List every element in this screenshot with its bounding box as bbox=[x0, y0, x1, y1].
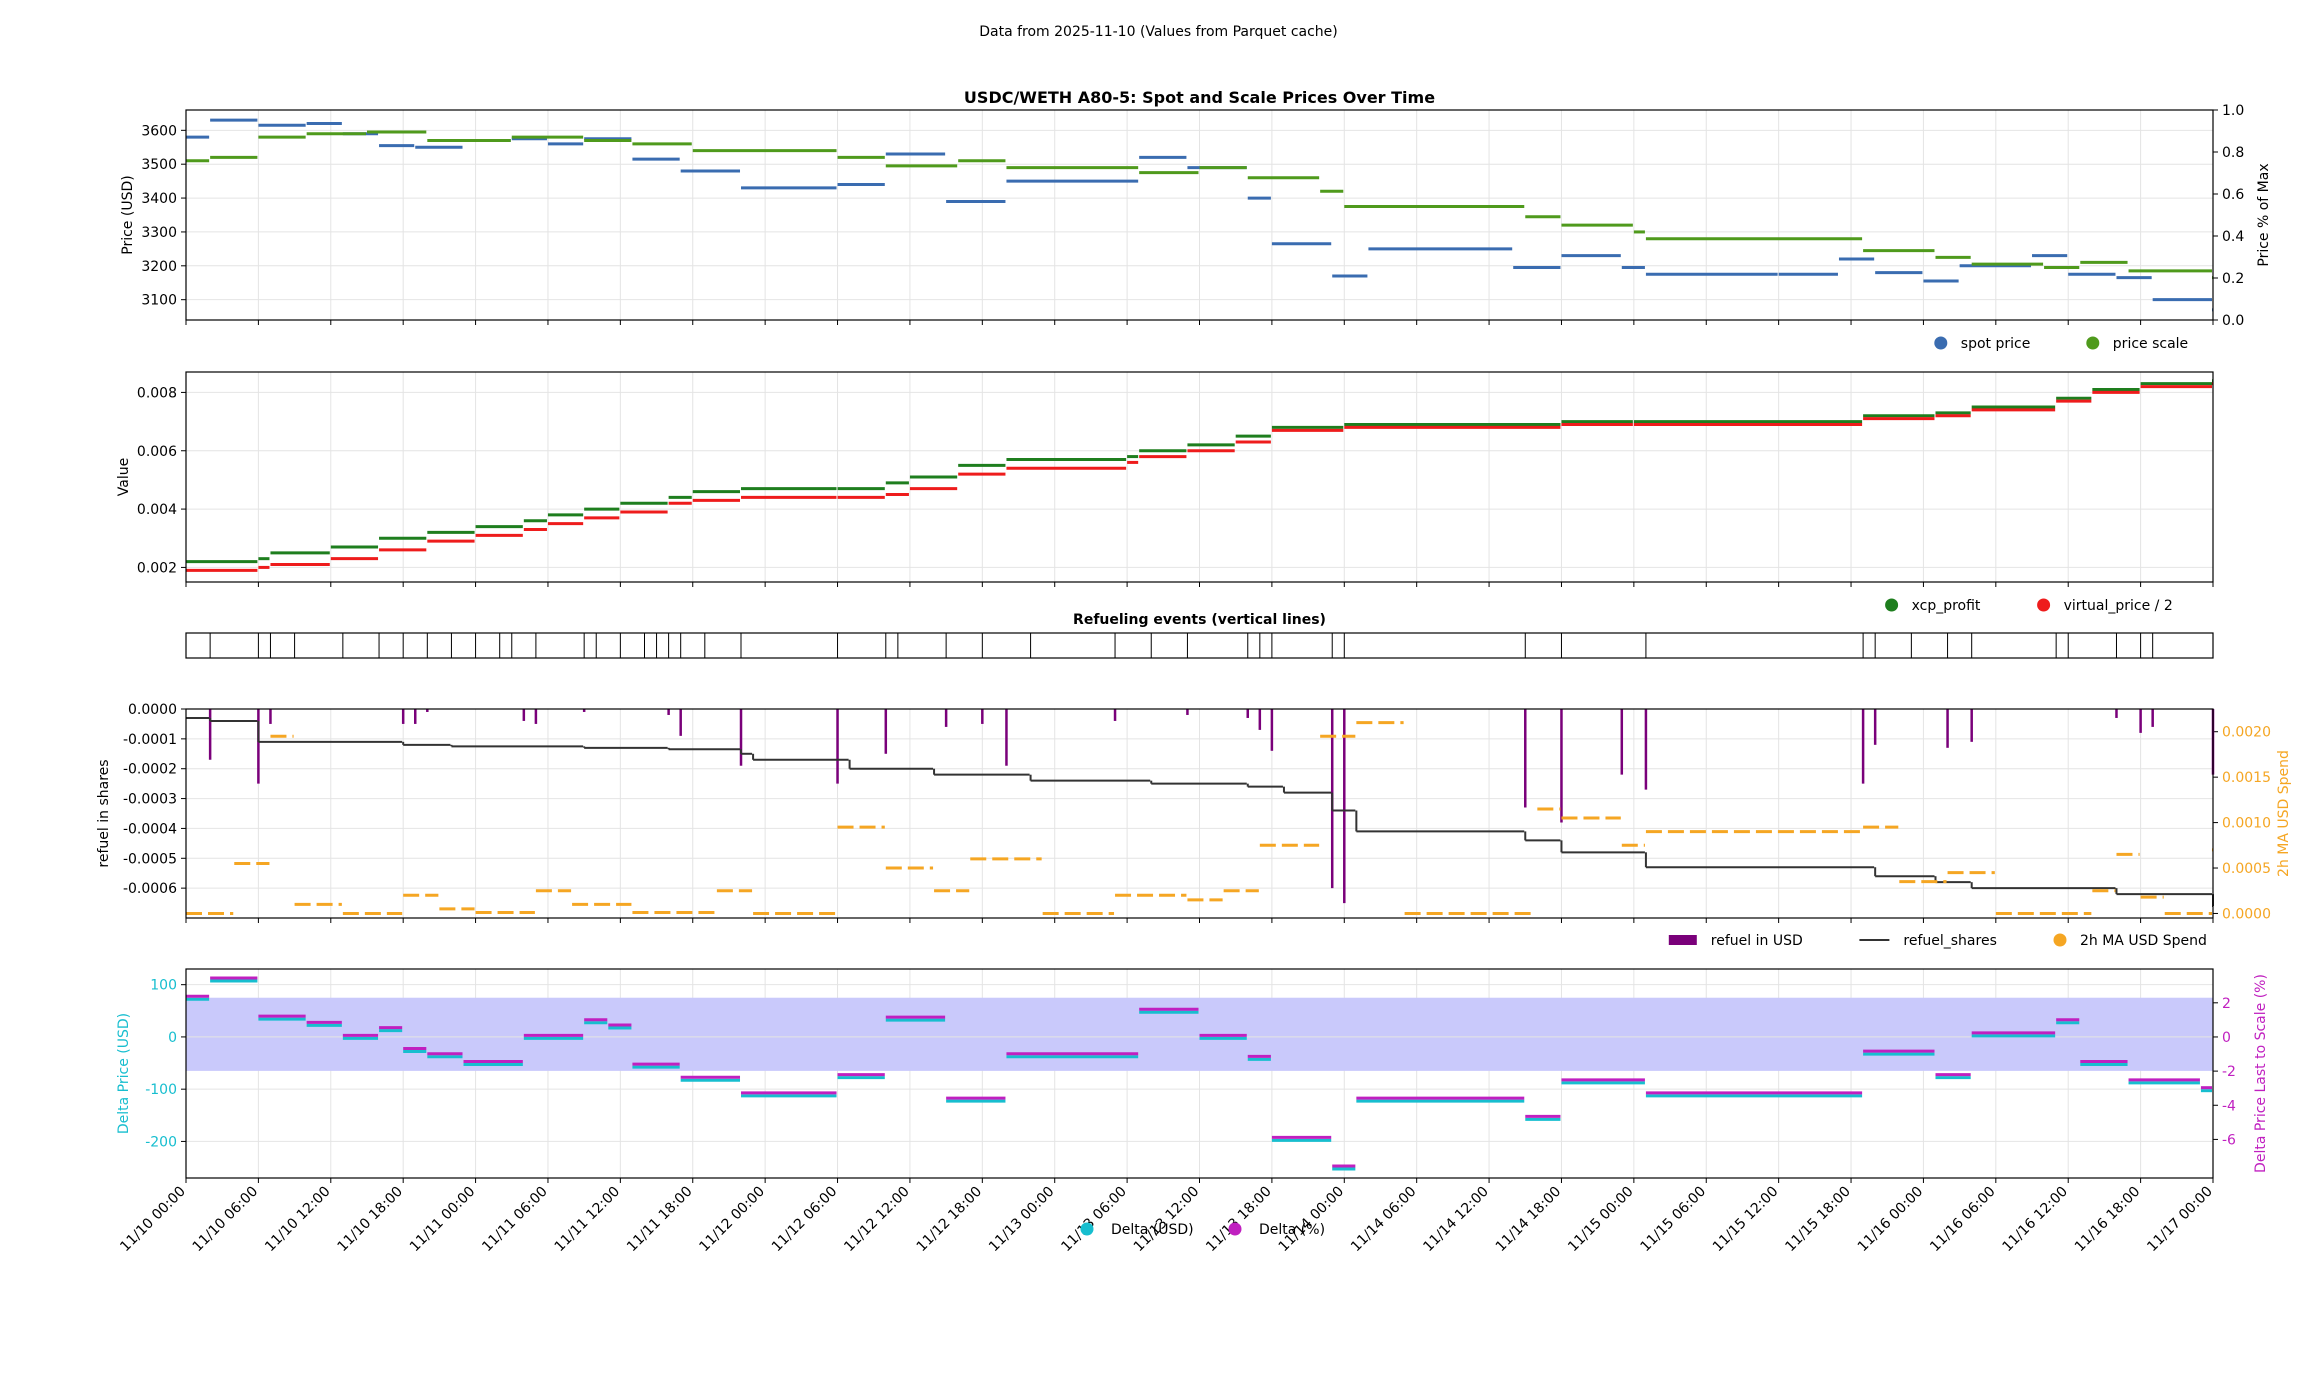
ma-usd-legend-label: 2h MA USD Spend bbox=[2080, 933, 2207, 949]
refuel-ytick-label: -0.0001 bbox=[123, 732, 177, 748]
events-title: Refueling events (vertical lines) bbox=[1073, 612, 1326, 628]
x-tick-label: 11/16 00:00 bbox=[1855, 1184, 1927, 1256]
price-chart-title: USDC/WETH A80-5: Spot and Scale Prices O… bbox=[964, 88, 1435, 107]
value-ylabel: Value bbox=[116, 458, 132, 496]
delta-ytick-label: 0 bbox=[168, 1030, 177, 1046]
price-y2tick-label: 1.0 bbox=[2222, 103, 2244, 119]
price-ylabel: Price (USD) bbox=[120, 175, 136, 254]
price-scale-legend-label: price scale bbox=[2113, 336, 2188, 352]
x-tick-label: 11/16 06:00 bbox=[1927, 1184, 1999, 1256]
x-tick-label: 11/10 06:00 bbox=[190, 1184, 262, 1256]
x-tick-label: 11/12 06:00 bbox=[769, 1184, 841, 1256]
refuel-panel-frame bbox=[185, 708, 2214, 919]
refuel-ytick-label: 0.0000 bbox=[128, 702, 177, 718]
price-y2tick-label: 0.0 bbox=[2222, 313, 2244, 329]
delta-y2label: Delta Price Last to Scale (%) bbox=[2253, 974, 2269, 1173]
delta-ylabel: Delta Price (USD) bbox=[116, 1013, 132, 1134]
delta-pct-legend-marker bbox=[1228, 1222, 1242, 1236]
x-tick-label: 11/13 12:00 bbox=[1131, 1184, 1203, 1256]
refuel-y2tick-label: 0.0020 bbox=[2222, 725, 2271, 741]
virtual-price-legend-marker bbox=[2037, 598, 2051, 612]
x-tick-label: 11/10 18:00 bbox=[334, 1184, 406, 1256]
delta-panel-frame bbox=[185, 968, 2214, 1179]
delta-y2tick-label: 2 bbox=[2222, 996, 2231, 1012]
delta-y2tick-label: -6 bbox=[2222, 1132, 2236, 1148]
price-panel-frame bbox=[185, 109, 2214, 321]
price-y2tick-label: 0.6 bbox=[2222, 187, 2244, 203]
x-tick-label: 11/15 12:00 bbox=[1710, 1184, 1782, 1256]
x-tick-label: 11/11 12:00 bbox=[552, 1184, 624, 1256]
refuel-usd-legend-marker bbox=[1668, 935, 1697, 945]
x-tick-label: 11/11 18:00 bbox=[624, 1184, 696, 1256]
x-tick-label: 11/12 00:00 bbox=[696, 1184, 768, 1256]
spot-price-legend-label: spot price bbox=[1961, 336, 2031, 352]
value-ytick-label: 0.004 bbox=[137, 502, 177, 518]
value-ytick-label: 0.006 bbox=[137, 444, 177, 460]
refuel-ylabel: refuel in shares bbox=[96, 759, 112, 867]
x-tick-label: 11/16 18:00 bbox=[2072, 1184, 2144, 1256]
x-tick-label: 11/11 00:00 bbox=[407, 1184, 479, 1256]
x-tick-label: 11/10 12:00 bbox=[262, 1184, 334, 1256]
refuel-ytick-label: -0.0003 bbox=[123, 792, 177, 808]
price-ytick-label: 3600 bbox=[141, 123, 177, 139]
x-tick-label: 11/14 00:00 bbox=[1276, 1184, 1348, 1256]
x-tick-label: 11/14 18:00 bbox=[1493, 1184, 1565, 1256]
x-tick-label: 11/12 12:00 bbox=[841, 1184, 913, 1256]
x-tick-label: 11/13 00:00 bbox=[986, 1184, 1058, 1256]
delta-usd-legend-marker bbox=[1080, 1222, 1094, 1236]
price-scale-legend-marker bbox=[2086, 336, 2100, 350]
refuel-shares-legend-label: refuel_shares bbox=[1903, 933, 1996, 949]
figure-suptitle: Data from 2025-11-10 (Values from Parque… bbox=[979, 24, 1338, 40]
value-ytick-label: 0.008 bbox=[137, 385, 177, 401]
delta-ytick-label: -200 bbox=[145, 1134, 177, 1150]
price-y2tick-label: 0.2 bbox=[2222, 271, 2244, 287]
x-tick-label: 11/13 06:00 bbox=[1058, 1184, 1130, 1256]
events-panel-frame bbox=[185, 632, 2214, 659]
price-ytick-label: 3400 bbox=[141, 191, 177, 207]
ma-usd-legend-marker bbox=[2053, 933, 2067, 947]
x-tick-label: 11/15 18:00 bbox=[1782, 1184, 1854, 1256]
refuel-y2tick-label: 0.0010 bbox=[2222, 816, 2271, 832]
refuel-y2label: 2h MA USD Spend bbox=[2276, 750, 2292, 877]
x-tick-label: 11/16 12:00 bbox=[2000, 1184, 2072, 1256]
refuel-usd-legend-label: refuel in USD bbox=[1711, 933, 1803, 949]
delta-usd-legend-label: Delta (USD) bbox=[1111, 1222, 1194, 1238]
refuel-ytick-label: -0.0006 bbox=[123, 881, 177, 897]
xcp-profit-legend-label: xcp_profit bbox=[1912, 598, 1981, 614]
value-panel-frame bbox=[185, 371, 2214, 583]
delta-ytick-label: -100 bbox=[145, 1082, 177, 1098]
price-y2tick-label: 0.4 bbox=[2222, 229, 2244, 245]
x-tick-label: 11/14 12:00 bbox=[1420, 1184, 1492, 1256]
delta-y2tick-label: -4 bbox=[2222, 1098, 2236, 1114]
x-tick-label: 11/14 06:00 bbox=[1348, 1184, 1420, 1256]
x-tick-label: 11/15 06:00 bbox=[1638, 1184, 1710, 1256]
price-ytick-label: 3100 bbox=[141, 293, 177, 309]
price-ytick-label: 3500 bbox=[141, 157, 177, 173]
refuel-y2tick-label: 0.0000 bbox=[2222, 906, 2271, 922]
x-tick-label: 11/12 18:00 bbox=[914, 1184, 986, 1256]
spot-price-legend-marker bbox=[1934, 336, 1948, 350]
x-tick-label: 11/11 06:00 bbox=[479, 1184, 551, 1256]
refuel-y2tick-label: 0.0005 bbox=[2222, 861, 2271, 877]
refuel-y2tick-label: 0.0015 bbox=[2222, 770, 2271, 786]
xcp-profit-legend-marker bbox=[1885, 598, 1899, 612]
refuel-ytick-label: -0.0004 bbox=[123, 821, 177, 837]
delta-y2tick-label: 0 bbox=[2222, 1030, 2231, 1046]
virtual-price-legend-label: virtual_price / 2 bbox=[2064, 598, 2173, 614]
price-ytick-label: 3200 bbox=[141, 259, 177, 275]
delta-ytick-label: 100 bbox=[150, 978, 177, 994]
price-y2label: Price % of Max bbox=[2256, 163, 2272, 266]
price-y2tick-label: 0.8 bbox=[2222, 145, 2244, 161]
x-tick-label: 11/17 00:00 bbox=[2144, 1184, 2216, 1256]
delta-pct-legend-label: Delta (%) bbox=[1259, 1222, 1325, 1238]
price-ytick-label: 3300 bbox=[141, 225, 177, 241]
x-tick-label: 11/13 18:00 bbox=[1203, 1184, 1275, 1256]
delta-y2tick-label: -2 bbox=[2222, 1064, 2236, 1080]
x-tick-label: 11/15 00:00 bbox=[1565, 1184, 1637, 1256]
refuel-ytick-label: -0.0002 bbox=[123, 762, 177, 778]
x-tick-label: 11/10 00:00 bbox=[117, 1184, 189, 1256]
refuel-ytick-label: -0.0005 bbox=[123, 851, 177, 867]
value-ytick-label: 0.002 bbox=[137, 560, 177, 576]
